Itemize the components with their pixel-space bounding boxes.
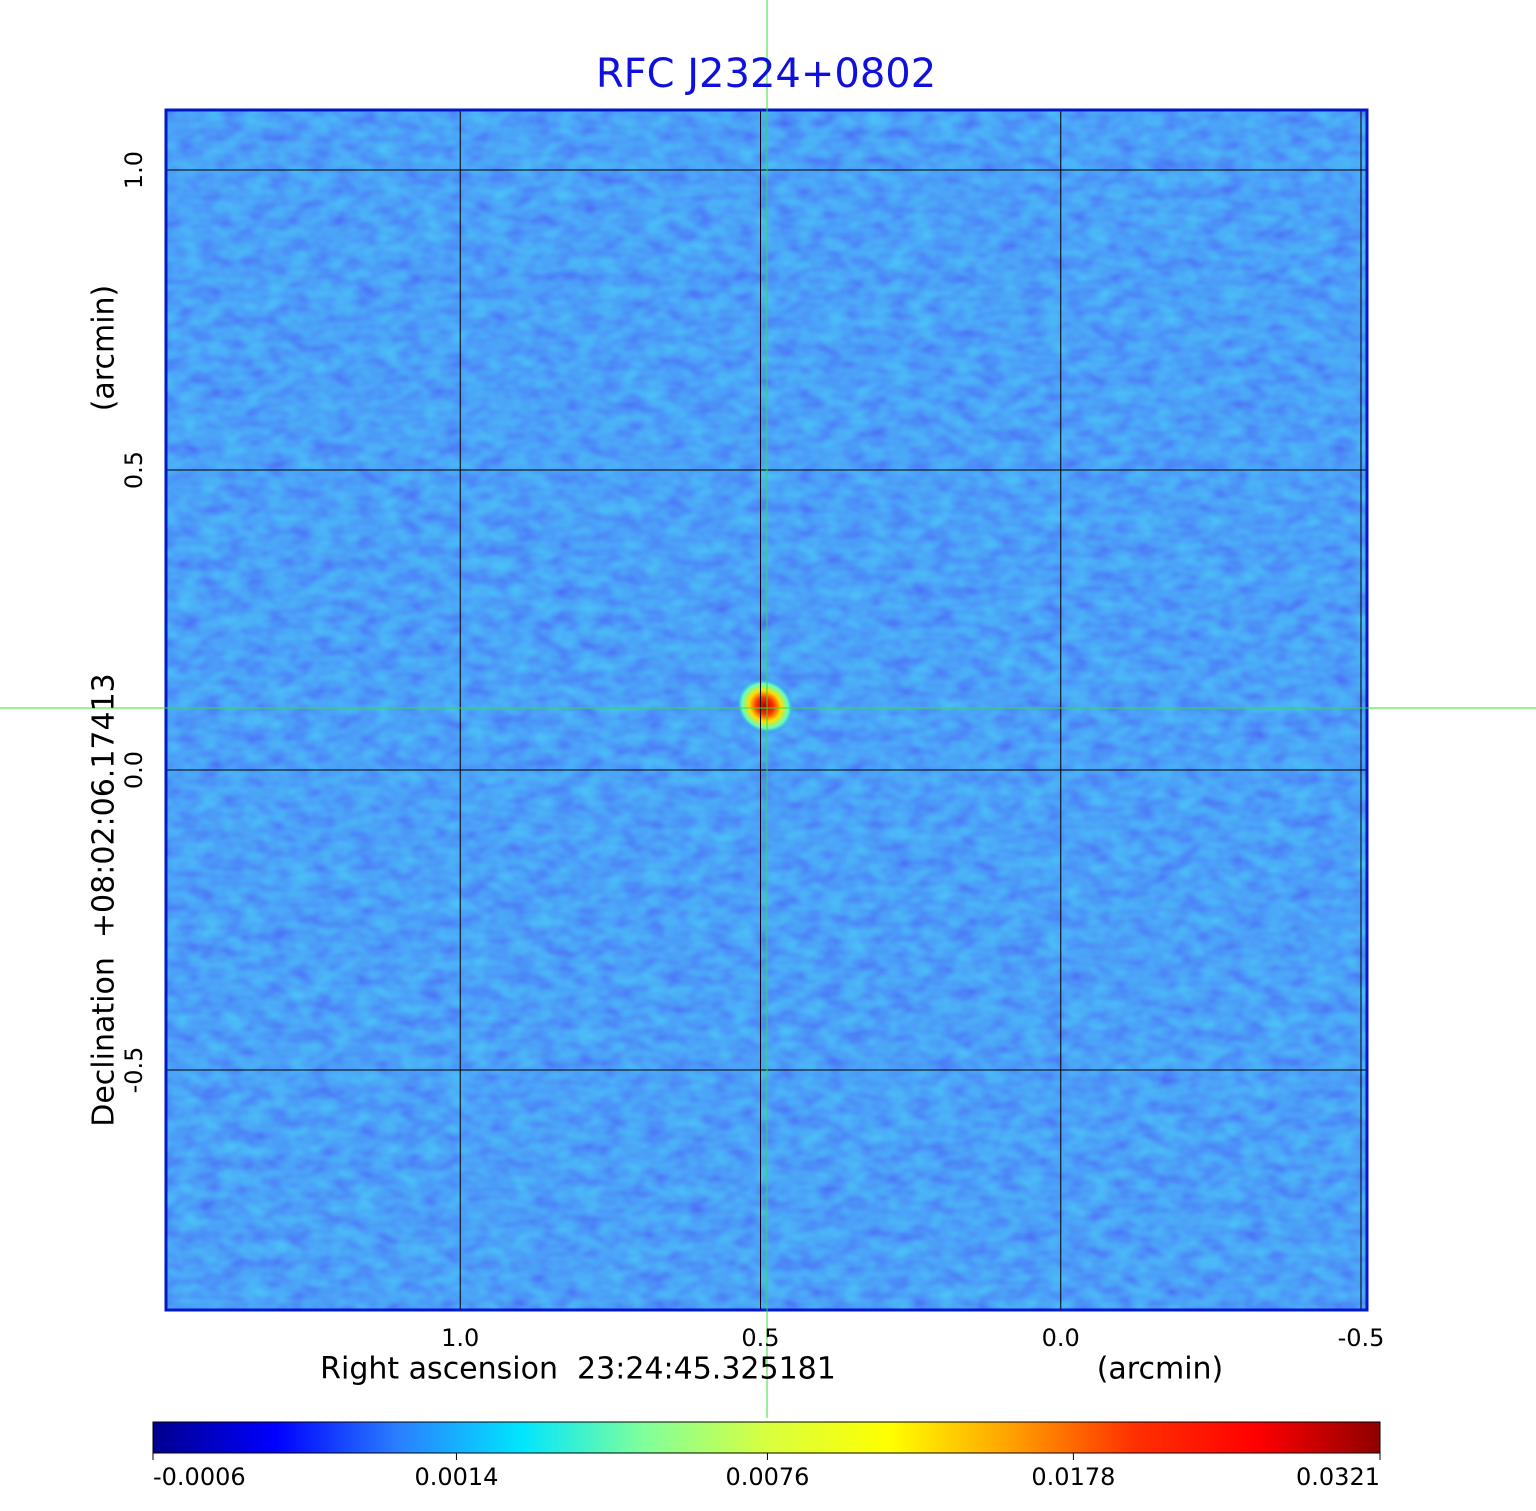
x-tick-label: 0.0 bbox=[1042, 1324, 1080, 1352]
colorbar-tick-label: -0.0006 bbox=[153, 1463, 246, 1491]
source bbox=[735, 677, 795, 735]
y-tick-label: 0.5 bbox=[120, 451, 148, 489]
y-axis-label: Declination +08:02:06.17413 bbox=[87, 673, 122, 1127]
colorbar-tick-label: 0.0178 bbox=[1031, 1463, 1115, 1491]
y-tick-label: -0.5 bbox=[120, 1047, 148, 1094]
colorbar-tick-label: 0.0321 bbox=[1296, 1463, 1380, 1491]
y-axis-unit: (arcmin) bbox=[87, 285, 122, 412]
x-axis-label: Right ascension 23:24:45.325181 bbox=[320, 1352, 836, 1387]
x-tick-label: 0.5 bbox=[741, 1324, 779, 1352]
x-tick-label: 1.0 bbox=[441, 1324, 479, 1352]
y-tick-label: 0.0 bbox=[120, 751, 148, 789]
chart-title: RFC J2324+0802 bbox=[596, 51, 936, 97]
x-tick-label: -0.5 bbox=[1338, 1324, 1385, 1352]
colorbar-tick-label: 0.0014 bbox=[414, 1463, 498, 1491]
y-tick-label: 1.0 bbox=[120, 151, 148, 189]
x-axis-unit: (arcmin) bbox=[1097, 1352, 1224, 1387]
colorbar bbox=[152, 1421, 1381, 1454]
colorbar-tick-label: 0.0076 bbox=[725, 1463, 809, 1491]
